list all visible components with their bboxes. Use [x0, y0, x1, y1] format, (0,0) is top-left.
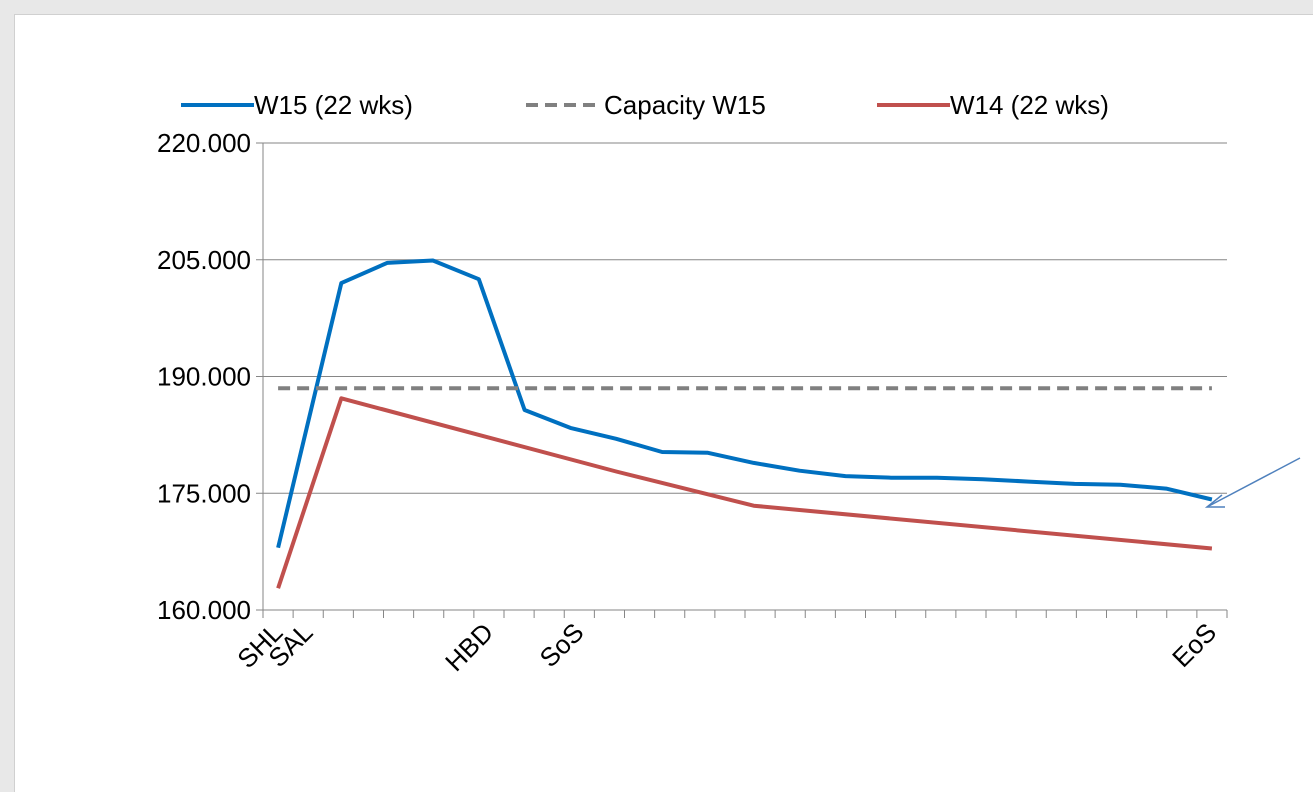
gridlines — [263, 142, 1227, 494]
legend-label: Capacity W15 — [604, 90, 766, 120]
x-tick-label: EoS — [1166, 617, 1222, 673]
chart-frame — [14, 14, 1313, 792]
legend-label: W14 (22 wks) — [950, 90, 1109, 120]
annotation-arrow — [1204, 457, 1301, 508]
y-tick-label: 190.000 — [157, 362, 251, 392]
y-tick-label: 160.000 — [157, 595, 251, 625]
legend: W15 (22 wks) Capacity W15 W14 (22 wks) — [181, 90, 1109, 120]
axes — [256, 142, 1228, 618]
series-line — [276, 258, 1213, 549]
x-tick-label: HBD — [439, 617, 499, 677]
y-tick-label: 205.000 — [157, 245, 251, 275]
y-axis-tick-labels: 220.000 205.000 190.000 175.000 160.000 — [157, 128, 251, 625]
y-tick-label: 220.000 — [157, 128, 251, 158]
y-tick-label: 175.000 — [157, 478, 251, 508]
series-line — [276, 396, 1213, 589]
x-tick-label: SoS — [534, 617, 590, 673]
series-lines — [276, 258, 1213, 589]
legend-label: W15 (22 wks) — [254, 90, 413, 120]
